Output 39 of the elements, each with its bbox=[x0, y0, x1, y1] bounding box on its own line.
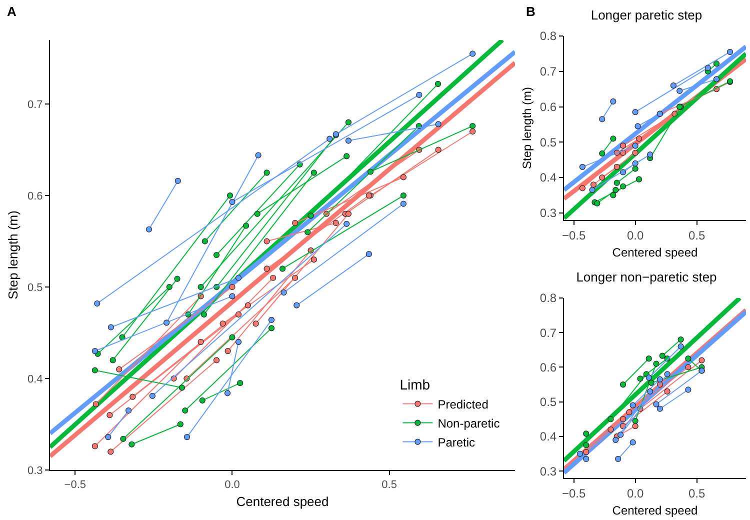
y-tick-label: 0.5 bbox=[540, 395, 557, 410]
x-tick-label: −0.5 bbox=[562, 228, 586, 242]
x-tick-label: 0.5 bbox=[688, 228, 706, 242]
y-tick-label: 0.3 bbox=[540, 206, 557, 220]
x-axis-title: Centered speed bbox=[612, 245, 698, 260]
x-tick-label: 0.0 bbox=[626, 228, 644, 242]
y-tick-label: 0.5 bbox=[28, 282, 43, 294]
y-tick-label: 0.8 bbox=[540, 29, 557, 44]
x-tick-label: 0.0 bbox=[224, 479, 240, 492]
x-tick-label: −0.5 bbox=[562, 486, 586, 500]
y-tick-label: 0.7 bbox=[540, 64, 557, 79]
y-tick-label: 0.7 bbox=[28, 98, 43, 111]
y-tick-label: 0.3 bbox=[28, 464, 43, 477]
chart-title: Longer non−paretic step bbox=[576, 269, 717, 284]
chart-title: Longer paretic step bbox=[590, 8, 702, 23]
y-tick-label: 0.3 bbox=[540, 464, 557, 478]
x-tick-label: 0.0 bbox=[626, 486, 644, 500]
y-tick-label: 0.6 bbox=[540, 100, 557, 114]
x-axis-title: Centered speed bbox=[236, 494, 329, 509]
y-tick-label: 0.5 bbox=[540, 135, 557, 150]
y-axis-title: Step length (m) bbox=[520, 86, 534, 170]
y-tick-label: 0.4 bbox=[28, 373, 43, 386]
y-tick-label: 0.8 bbox=[540, 291, 557, 306]
legend-title: Limb bbox=[400, 376, 430, 392]
y-tick-label: 0.6 bbox=[28, 190, 43, 202]
x-tick-label: 0.5 bbox=[382, 479, 397, 492]
legend-label: Non-paretic bbox=[438, 416, 500, 430]
y-tick-label: 0.6 bbox=[540, 360, 557, 374]
y-tick-label: 0.4 bbox=[540, 170, 557, 185]
y-tick-label: 0.7 bbox=[540, 326, 557, 340]
y-tick-label: 0.4 bbox=[540, 430, 557, 444]
x-axis-title: Centered speed bbox=[612, 503, 698, 518]
text: B bbox=[526, 4, 536, 19]
legend-label: Paretic bbox=[438, 435, 476, 450]
x-tick-label: −0.5 bbox=[64, 479, 86, 492]
y-axis-title: Step length (m) bbox=[5, 210, 20, 300]
legend-label: Predicted bbox=[438, 397, 488, 412]
text: A bbox=[7, 4, 17, 19]
x-tick-label: 0.5 bbox=[688, 486, 706, 500]
